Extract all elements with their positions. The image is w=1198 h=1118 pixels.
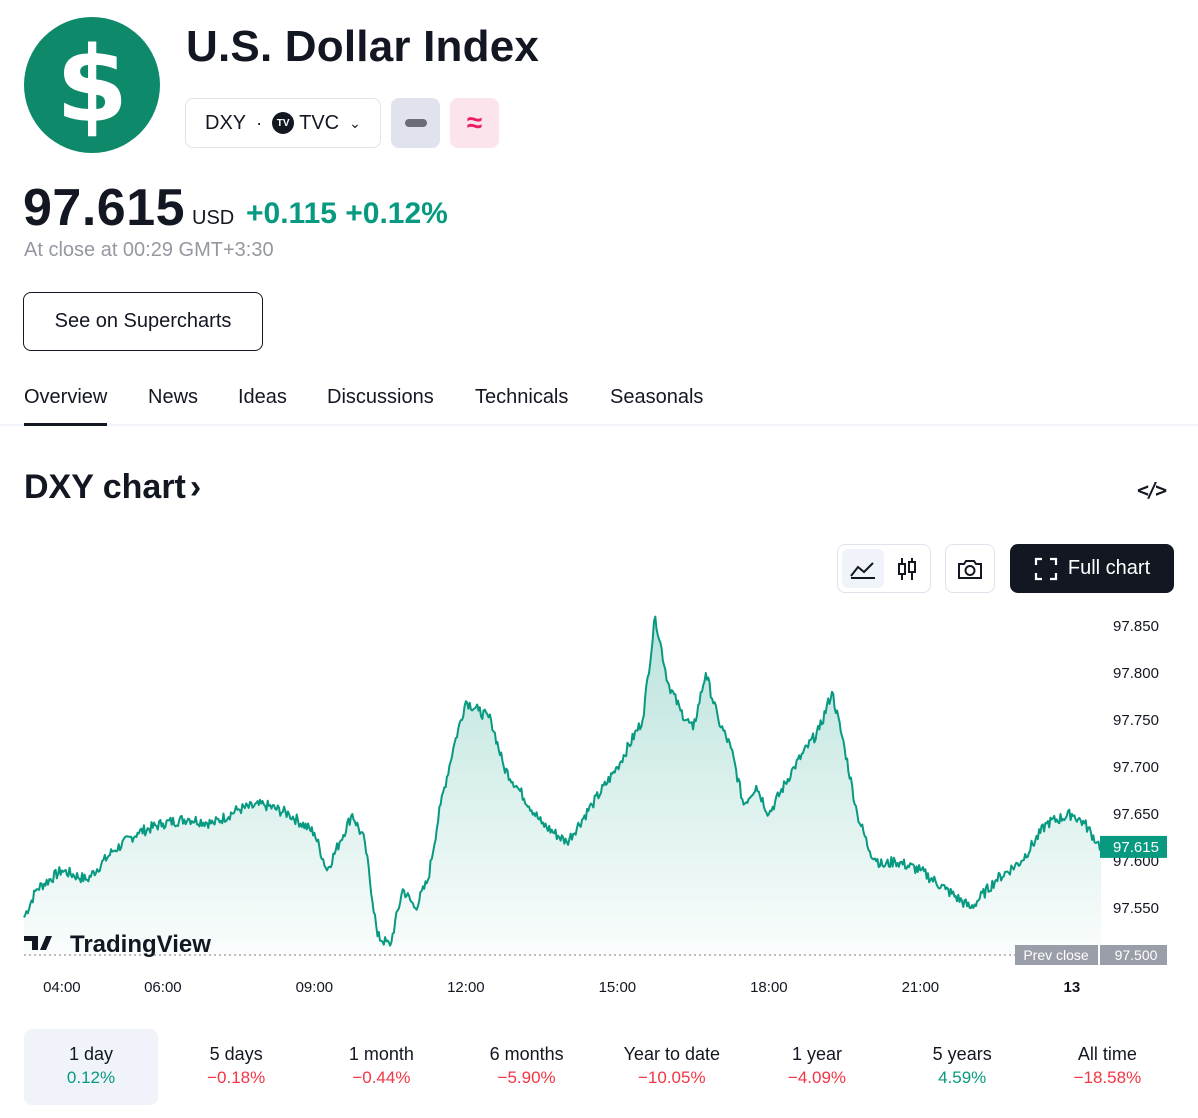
tradingview-watermark: TradingView [70,931,211,958]
market-status-text: At close at 00:29 GMT+3:30 [24,239,274,261]
x-axis-tick-label: 18:00 [750,979,788,996]
price-area-fill [24,616,1102,955]
tab-discussions[interactable]: Discussions [327,386,434,408]
period-label: 5 days [209,1044,263,1064]
prev-close-value: 97.500 [1115,947,1158,963]
chart-title: DXY chart [24,468,186,506]
market-closed-icon[interactable] [391,98,440,148]
period-change: 0.12% [66,1068,116,1087]
symbol-label: DXY [205,111,247,134]
chart-title-link[interactable]: DXY chart › [24,468,201,507]
prev-close-value-box [1100,945,1167,965]
prev-close-caption-box [1015,945,1098,965]
price-line [23,615,1103,947]
currency-label: USD [192,207,235,229]
period-change: −18.58% [1073,1068,1142,1087]
period-6-months[interactable]: 6 months −5.90% [460,1029,594,1105]
full-chart-label: Full chart [1067,557,1151,579]
y-axis-tick-label: 97.750 [1113,712,1159,729]
period-label: 5 years [932,1044,992,1064]
y-axis-tick-label: 97.550 [1113,900,1159,917]
see-on-supercharts-button[interactable]: See on Supercharts [23,292,263,351]
period-1-month[interactable]: 1 month −0.44% [314,1029,448,1105]
x-axis-tick-label: 04:00 [43,979,81,996]
chart-type-toggle [837,544,931,593]
symbol-tabs: Overview News Ideas Discussions Technica… [0,380,1198,426]
x-axis-tick-label: 21:00 [902,979,940,996]
period-change: −0.44% [352,1068,411,1087]
chevron-down-icon: ⌄ [349,114,361,131]
period-label: 6 months [489,1044,564,1064]
camera-icon[interactable] [945,544,995,593]
tab-news[interactable]: News [148,386,199,408]
y-axis-tick-label: 97.800 [1113,665,1159,682]
last-price: 97.615 [23,179,186,237]
separator-dot: · [256,112,263,133]
period-change: −5.90% [497,1068,556,1087]
tab-seasonals[interactable]: Seasonals [610,386,704,408]
period-change: −10.05% [638,1068,706,1087]
last-price-label: 97.615 [1113,839,1159,856]
x-axis-tick-label: 06:00 [144,979,182,996]
candlestick-chart-icon[interactable] [886,549,928,588]
full-chart-button[interactable]: Full chart [1010,544,1174,593]
tab-technicals[interactable]: Technicals [475,386,569,408]
tab-ideas[interactable]: Ideas [238,386,287,408]
x-axis-tick-label: 15:00 [599,979,637,996]
exchange-label: TVC [299,111,340,134]
delayed-data-icon[interactable]: ≈ [450,98,499,148]
period-label: 1 month [348,1044,414,1064]
y-axis-tick-label: 97.850 [1113,618,1159,635]
area-chart-icon[interactable] [842,549,884,588]
symbol-exchange-selector[interactable]: DXY · TV TVC ⌄ [185,98,381,148]
period-5-days[interactable]: 5 days −0.18% [169,1029,303,1105]
x-axis-tick-label: 12:00 [447,979,485,996]
price-change: +0.115 +0.12% [246,197,448,230]
price-chart[interactable]: 97.85097.80097.75097.70097.65097.60097.5… [0,600,1198,1010]
x-axis-tick-label: 13 [1064,979,1081,996]
chevron-right-icon: › [189,468,202,506]
period-label: 1 year [791,1044,843,1064]
prev-close-caption: Prev close [1023,947,1089,963]
period-label: 1 day [68,1044,114,1064]
period-5-years[interactable]: 5 years 4.59% [895,1029,1029,1105]
period-label: Year to date [623,1044,720,1064]
period-all-time[interactable]: All time −18.58% [1040,1029,1174,1105]
period-year-to-date[interactable]: Year to date −10.05% [605,1029,739,1105]
page-title: U.S. Dollar Index [186,22,540,71]
period-1-year[interactable]: 1 year −4.09% [750,1029,884,1105]
period-change: 4.59% [938,1068,987,1087]
period-change: −0.18% [207,1068,266,1087]
last-price-marker [1100,835,1167,858]
y-axis-tick-label: 97.700 [1113,759,1159,776]
period-label: All time [1077,1044,1137,1064]
tradingview-exchange-icon: TV [272,112,295,134]
dxy-logo: $ [24,17,160,153]
tradingview-logo-icon [24,936,52,950]
period-performance: 1 day 0.12% 5 days −0.18% 1 month −0.44% 6 mon… [24,1029,1174,1105]
tab-overview[interactable]: Overview [24,386,108,426]
embed-code-icon[interactable]: </> [1137,478,1167,502]
y-axis-tick-label: 97.650 [1113,806,1159,823]
dollar-icon: $ [55,24,129,146]
period-change: −4.09% [787,1068,847,1087]
period-1-day[interactable]: 1 day 0.12% [24,1029,158,1105]
fullscreen-icon [1034,557,1057,580]
x-axis-tick-label: 09:00 [296,979,334,996]
